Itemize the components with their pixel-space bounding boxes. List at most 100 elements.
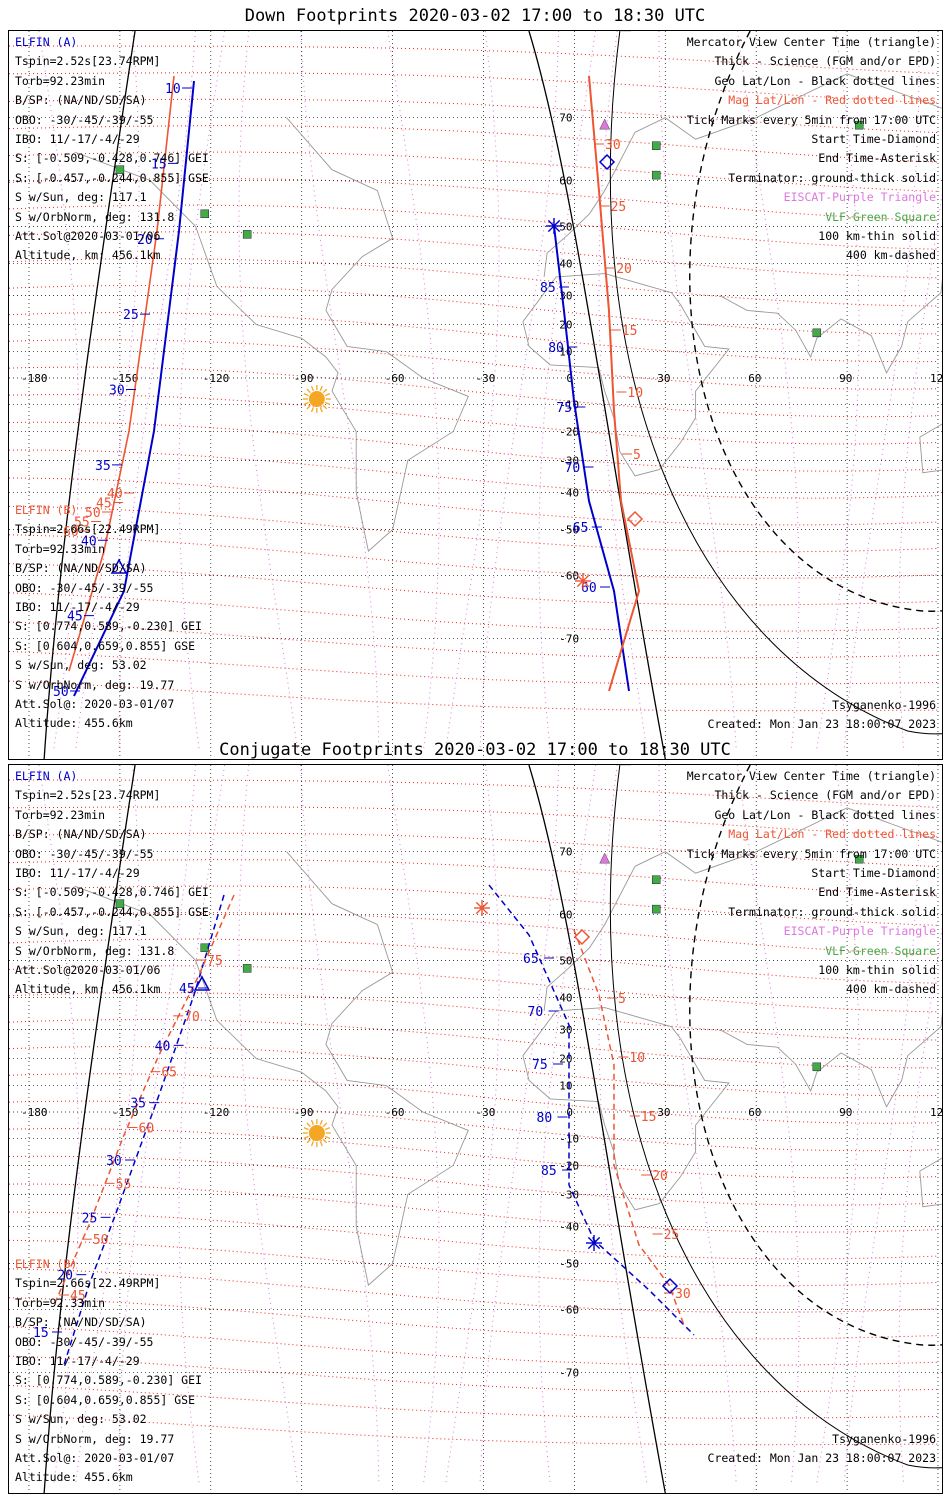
vlf-marker (651, 904, 661, 914)
mag-lat-line (9, 592, 940, 632)
legend-item: Start Time-Diamond (811, 866, 936, 881)
mag-lat-line (9, 1155, 940, 1206)
elfin-a-info: ELFIN (A) Tspin=2.52s[23.74RPM] Torb=92.… (15, 33, 209, 266)
elfin-b-header: ELFIN (B) (15, 1257, 78, 1271)
mag-lat-line (9, 1128, 940, 1179)
mag-lon-line (238, 31, 299, 752)
elfin-a-ibo: IBO: 11/-17/-4/-29 (15, 866, 140, 881)
mag-lon-line (300, 31, 380, 752)
model-label: Tsyganenko-1996 (832, 698, 936, 712)
elfin-b-torb: Torb=92.33min (15, 541, 106, 556)
sun-icon (308, 1125, 325, 1142)
sun-ray (319, 1119, 323, 1125)
vlf-marker (812, 328, 822, 338)
sun-ray (322, 1138, 328, 1144)
track-tick-label: 50 (93, 1233, 109, 1248)
mag-lat-line (9, 339, 940, 390)
track-tick-label: 45 (67, 610, 83, 625)
lat-axis-label: -50 (559, 1258, 579, 1271)
vlf-marker (854, 120, 864, 130)
sun-ray (306, 404, 311, 410)
mag-lat-line (9, 421, 940, 472)
lon-axis-label: -90 (294, 1106, 314, 1119)
legend-item: Mercator View Center Time (triangle) (686, 769, 936, 783)
elfin-b-gei: S: [0.774,0.589,-0.230] GEI (15, 1373, 202, 1388)
lon-axis-label: -30 (476, 372, 496, 385)
elfin-b-altitude: Altitude: 455.6km (15, 716, 133, 731)
lat-axis-label: 70 (559, 846, 572, 859)
sun-ray (324, 401, 331, 405)
end-asterisk (475, 901, 489, 915)
elfin-b-altitude: Altitude: 455.6km (15, 1470, 133, 1485)
track-tick-label: 10 (629, 1051, 645, 1066)
elfin-b-ibo: IBO: 11/-17/-4/-29 (15, 600, 140, 615)
track-tick-label: 80 (537, 1111, 553, 1126)
elfin-b-bsp: B/SP: (NA/ND/SD/SA) (15, 1315, 147, 1330)
mag-lat-line (9, 312, 940, 363)
elfin-b-tspin: Tspin=2.66s[22.49RPM] (15, 522, 161, 537)
elfin-b-info: ELFIN (B) Tspin=2.66s[22.49RPM] Torb=92.… (15, 1255, 202, 1488)
elfin-b-header: ELFIN (B) (15, 503, 78, 517)
mag-lon-line (816, 31, 860, 752)
track-tick-label: 70 (565, 461, 581, 476)
elfin-b-track-west (68, 75, 175, 672)
mag-lat-line (9, 965, 940, 1013)
mag-lat-line (9, 992, 940, 1041)
mag-lon-line (445, 765, 500, 1486)
lon-axis-label: -120 (203, 372, 230, 385)
mag-lat-line (9, 1239, 940, 1287)
track-tick-label: 75 (532, 1058, 548, 1073)
legend-item: Terminator: ground-thick solid (728, 170, 936, 185)
lat-axis-label: -70 (559, 1366, 579, 1379)
end-asterisk (576, 574, 590, 588)
elfin-b-attsol: Att.Sol@: 2020-03-01/07 (15, 1451, 175, 1466)
track-tick-label: 5 (633, 448, 641, 463)
vlf-marker (200, 209, 209, 219)
track-tick-label: 65 (523, 952, 539, 967)
elfin-a-orbnorm: S w/OrbNorm, deg: 131.8 (15, 943, 175, 958)
mag-lat-line (9, 178, 940, 221)
sun-ray (324, 1127, 331, 1131)
track-tick-label: 20 (652, 1169, 668, 1184)
vlf-marker (242, 964, 252, 973)
lon-axis-label: 0 (566, 372, 573, 385)
elfin-b-gse: S: [0.604,0.659,0.855] GSE (15, 638, 196, 653)
terminator-east (528, 765, 666, 1493)
elfin-b-orbnorm: S w/OrbNorm, deg: 19.77 (15, 677, 175, 692)
conjugate-footprints-map: -180-150-120-90-60-300306090120150180706… (8, 764, 943, 1494)
sun-ray (324, 393, 331, 397)
eiscat-marker (599, 118, 611, 130)
mag-lat-line (9, 1211, 940, 1260)
elfin-b-bsp: B/SP: (NA/ND/SD/SA) (15, 561, 147, 576)
track-tick-label: 65 (573, 521, 589, 536)
coastline (919, 423, 942, 474)
top-panel-title: Down Footprints 2020-03-02 17:00 to 18:3… (244, 6, 706, 26)
lon-axis-label: 120 (930, 1106, 942, 1119)
track-tick-label: 25 (611, 200, 627, 215)
legend-item: 400 km-dashed (845, 248, 936, 263)
lon-axis-label: 30 (657, 1106, 670, 1119)
mag-lat-line (9, 912, 940, 955)
lon-axis-label: -180 (21, 1106, 48, 1119)
mag-lon-line (843, 765, 920, 1486)
created-label: Created: Mon Jan 23 18:00:07 2023 (707, 717, 936, 731)
footprint-400km (689, 31, 942, 612)
elfin-a-tspin: Tspin=2.52s[23.74RPM] (15, 788, 161, 803)
start-diamond (598, 153, 616, 171)
terminator-east (528, 31, 666, 759)
elfin-a-ibo: IBO: 11/-17/-4/-29 (15, 132, 140, 147)
track-tick-label: 30 (675, 1287, 691, 1302)
sun-ray (324, 1135, 331, 1139)
lon-axis-label: -60 (385, 1106, 405, 1119)
legend-item: Thick - Science (FGM and/or EPD) (714, 54, 936, 69)
track-tick-label: 40 (107, 487, 123, 502)
elfin-b-attsol: Att.Sol@: 2020-03-01/07 (15, 697, 175, 712)
track-tick-label: 55 (74, 516, 90, 531)
track-tick-label: 10 (627, 386, 643, 401)
track-tick-label: 70 (184, 1010, 200, 1025)
track-tick-label: 5 (618, 992, 626, 1007)
coastline (74, 851, 469, 1286)
vlf-marker (651, 875, 661, 884)
lat-axis-label: 50 (559, 220, 572, 233)
mag-lon-line (387, 765, 440, 1486)
